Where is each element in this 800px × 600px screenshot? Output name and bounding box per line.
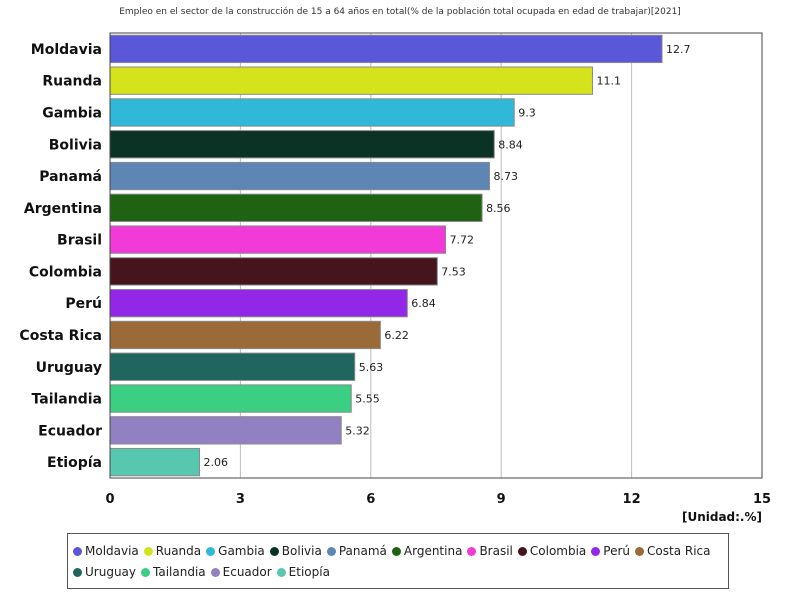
x-tick-label: 3 xyxy=(236,492,245,507)
legend-label: Colombia xyxy=(529,544,587,558)
category-label: Ecuador xyxy=(38,423,102,439)
bar-chart: 0 3 6 9 12 15 12.7 Moldavia 11.1 Ruanda 9.3 Gambia 8… xyxy=(19,32,771,524)
bar xyxy=(109,161,490,191)
legend-label: Gambia xyxy=(218,544,265,558)
legend-swatch xyxy=(206,547,216,556)
bar xyxy=(109,352,356,381)
unit-label: [Unidad:.%] xyxy=(682,510,762,524)
legend-label: Brasil xyxy=(479,544,513,558)
category-label: Etiopía xyxy=(47,455,102,471)
legend-item: Etiopía xyxy=(276,562,330,583)
value-label: 5.32 xyxy=(345,424,370,437)
chart-title: Empleo en el sector de la construcción d… xyxy=(119,7,681,17)
legend-item: Brasil xyxy=(467,541,513,562)
legend-swatch xyxy=(210,568,220,577)
value-label: 5.55 xyxy=(355,393,380,406)
category-label: Argentina xyxy=(24,201,102,217)
category-label: Colombia xyxy=(29,264,102,280)
legend-swatch xyxy=(635,547,645,556)
labels: 0 3 6 9 12 15 12.7 Moldavia 11.1 Ruanda 9.3 Gambia 8… xyxy=(19,42,771,507)
bar xyxy=(109,257,438,286)
value-label: 7.53 xyxy=(441,265,466,278)
legend-item: Moldavia xyxy=(73,541,139,562)
legend-swatch xyxy=(591,547,601,556)
value-label: 6.22 xyxy=(384,329,409,342)
x-tick-label: 6 xyxy=(366,492,375,507)
bar xyxy=(109,416,342,445)
category-label: Brasil xyxy=(57,233,102,249)
value-label: 8.73 xyxy=(493,170,518,183)
value-label: 9.3 xyxy=(518,106,536,119)
legend-label: Ruanda xyxy=(155,544,202,558)
legend-swatch xyxy=(276,568,286,577)
bar xyxy=(109,66,593,95)
legend-item: Costa Rica xyxy=(635,541,710,562)
value-label: 8.84 xyxy=(498,138,523,151)
legend-item: Ruanda xyxy=(143,541,202,562)
x-tick-label: 15 xyxy=(753,492,771,507)
category-label: Costa Rica xyxy=(19,328,102,344)
bar xyxy=(109,320,381,350)
value-label: 7.72 xyxy=(450,234,475,247)
category-label: Ruanda xyxy=(42,74,102,90)
legend-label: Bolivia xyxy=(281,544,322,558)
bar xyxy=(109,130,495,159)
bar xyxy=(109,225,447,254)
legend-swatch xyxy=(73,547,82,556)
legend-swatch xyxy=(143,547,153,556)
bar xyxy=(109,384,352,413)
category-label: Moldavia xyxy=(31,42,102,58)
x-tick-label: 0 xyxy=(105,492,114,507)
value-label: 8.56 xyxy=(486,202,511,215)
value-label: 11.1 xyxy=(596,75,621,88)
legend-item: Perú xyxy=(591,541,630,562)
bars xyxy=(109,34,663,477)
legend-swatch xyxy=(467,547,477,556)
legend-label: Costa Rica xyxy=(647,544,711,558)
legend-swatch xyxy=(269,547,279,556)
legend-item: Uruguay xyxy=(73,562,136,583)
category-label: Uruguay xyxy=(36,360,102,376)
legend-item: Bolivia xyxy=(269,541,322,562)
bar xyxy=(109,447,201,477)
x-tick-label: 9 xyxy=(497,492,506,507)
legend-item: Panamá xyxy=(326,541,387,562)
legend-label: Moldavia xyxy=(85,544,139,558)
bar xyxy=(109,34,663,64)
legend-item: Ecuador xyxy=(210,562,272,583)
legend-label: Uruguay xyxy=(85,565,136,579)
legend-swatch xyxy=(73,568,82,577)
plot-frame xyxy=(109,32,763,479)
legend-item: Argentina xyxy=(391,541,463,562)
legend-swatch xyxy=(391,547,401,556)
category-label: Perú xyxy=(65,296,102,312)
legend-swatch xyxy=(326,547,336,556)
category-label: Tailandia xyxy=(32,392,102,408)
legend-label: Argentina xyxy=(403,544,463,558)
legend-label: Etiopía xyxy=(288,565,330,579)
bar xyxy=(109,193,483,222)
legend-item: Colombia xyxy=(517,541,587,562)
category-label: Panamá xyxy=(39,169,102,185)
value-label: 12.7 xyxy=(666,43,691,56)
legend-label: Perú xyxy=(603,544,631,558)
value-label: 2.06 xyxy=(204,456,229,469)
value-label: 6.84 xyxy=(411,297,436,310)
legend-swatch xyxy=(141,568,150,577)
bar xyxy=(109,289,408,318)
legend-label: Panamá xyxy=(338,544,387,558)
x-tick-label: 12 xyxy=(623,492,641,507)
bar xyxy=(109,98,515,127)
legend-item: Tailandia xyxy=(141,562,206,583)
legend-label: Ecuador xyxy=(222,565,272,579)
category-label: Gambia xyxy=(42,105,102,121)
category-label: Bolivia xyxy=(49,137,102,153)
legend-swatch xyxy=(517,547,527,556)
legend-item: Gambia xyxy=(206,541,265,562)
legend-label: Tailandia xyxy=(153,565,206,579)
legend: Moldavia Ruanda Gambia Bolivia Panamá Argenti… xyxy=(67,533,729,589)
value-label: 5.63 xyxy=(359,361,384,374)
